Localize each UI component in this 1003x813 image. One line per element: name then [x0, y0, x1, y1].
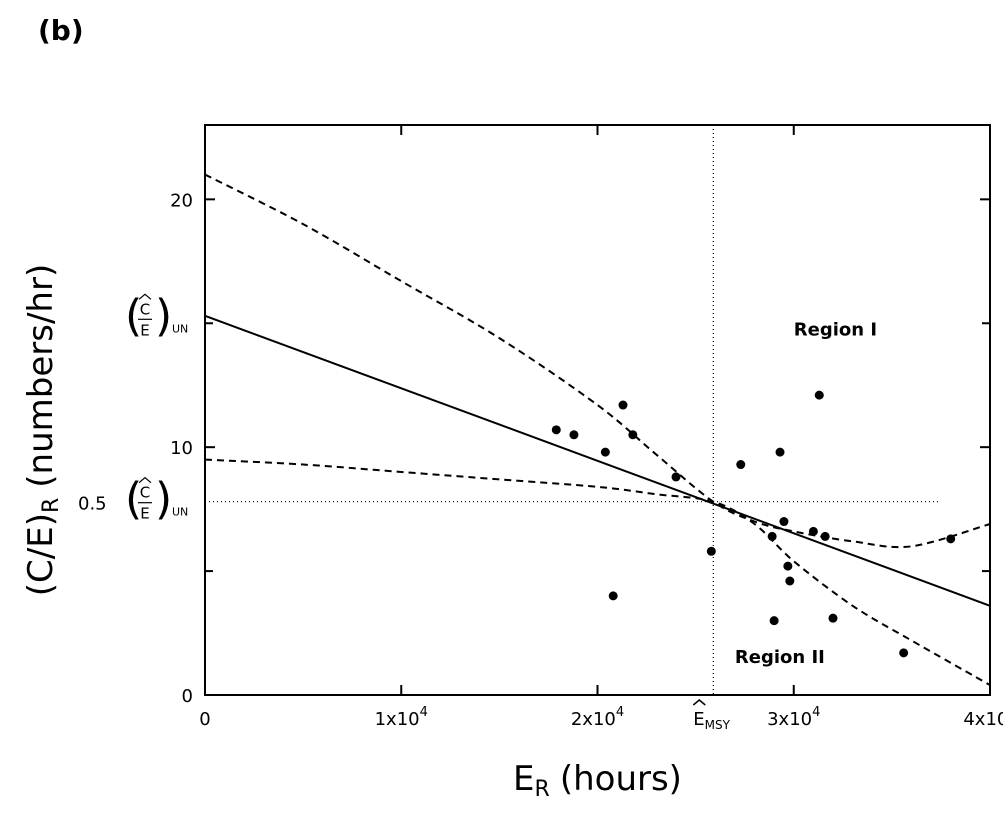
paren-right: )	[155, 474, 172, 525]
x-tick-label: 4x104	[963, 705, 1003, 730]
frac-den: E	[140, 321, 149, 339]
x-tick-label: 2x104	[571, 705, 624, 730]
regression-line	[204, 314, 991, 607]
upper-confidence-curve	[204, 173, 991, 549]
data-point	[628, 430, 638, 440]
paren-right: )	[155, 290, 172, 341]
paren-left: (	[125, 290, 142, 341]
data-point	[767, 531, 777, 541]
region-label: Region II	[735, 647, 825, 668]
y-tick-label: 10	[170, 438, 193, 459]
data-point	[783, 561, 793, 571]
data-point	[775, 447, 785, 457]
data-point	[551, 425, 561, 435]
data-point	[814, 390, 824, 400]
region-label: Region I	[794, 320, 877, 341]
data-point	[600, 447, 610, 457]
data-point	[946, 534, 956, 544]
data-point	[769, 616, 779, 626]
subscript: UN	[172, 322, 188, 335]
fit-curves	[204, 173, 991, 686]
x-tick-label: 3x104	[767, 705, 820, 730]
y-tick-label: 20	[170, 190, 193, 211]
half-ce-un-label: 0.5 (CE) UN	[78, 474, 188, 525]
half-prefix: 0.5	[78, 494, 107, 515]
plot-border	[204, 124, 991, 696]
data-point	[899, 648, 909, 658]
lower-confidence-curve	[204, 458, 991, 686]
frac-num: C	[140, 300, 150, 318]
paren-left: (	[125, 474, 142, 525]
reference-lines	[205, 125, 941, 695]
data-point	[608, 591, 618, 601]
frac-den: E	[140, 505, 149, 523]
data-point	[820, 531, 830, 541]
x-axis-title: ER (hours)	[513, 759, 682, 802]
frac-num: C	[140, 484, 150, 502]
hat-icon	[138, 476, 152, 484]
subscript: UN	[172, 506, 188, 519]
x-tick-label: 1x104	[375, 705, 428, 730]
data-point	[618, 400, 628, 410]
data-point	[671, 472, 681, 482]
emsy-text: EMSY	[693, 709, 730, 732]
emsy-label: EMSY	[692, 699, 731, 732]
data-point	[808, 526, 818, 536]
data-point	[569, 430, 579, 440]
plot-frame	[204, 124, 991, 696]
data-point	[736, 460, 746, 470]
panel-label: (b)	[38, 14, 84, 47]
data-point	[785, 576, 795, 586]
data-point	[779, 517, 789, 527]
y-tick-label: 0	[182, 686, 193, 707]
x-tick-label: 0	[199, 709, 210, 730]
hat-icon	[138, 293, 152, 300]
hat-icon	[692, 699, 706, 706]
data-points	[551, 390, 956, 658]
axis-ticks: 0 1x104 2x104 3x104 4x104 0 10 20	[170, 125, 1003, 730]
data-point	[828, 613, 838, 623]
data-point	[706, 546, 716, 556]
y-axis-title: (C/E)R(numbers/hr)	[21, 264, 64, 596]
ce-un-label: (CE) UN	[125, 290, 188, 341]
